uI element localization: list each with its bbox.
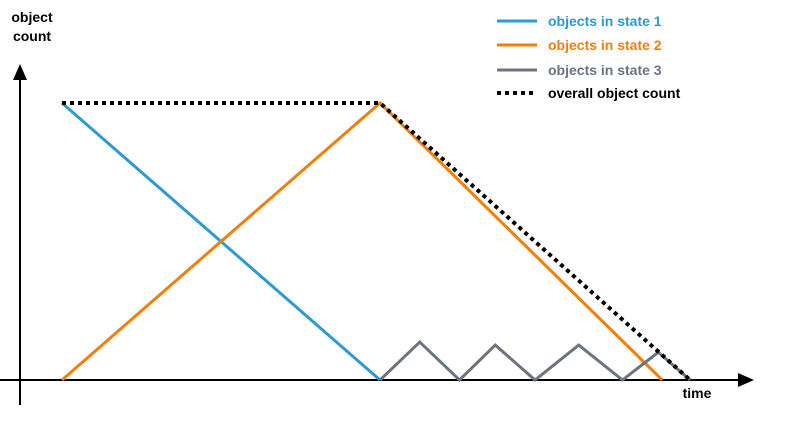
series-line-2 <box>61 100 664 382</box>
legend-label-4: overall object count <box>548 85 681 101</box>
legend: objects in state 1 objects in state 2 obje… <box>497 13 681 101</box>
legend-label-2: objects in state 2 <box>548 37 662 53</box>
series-lines <box>61 100 692 383</box>
legend-label-1: objects in state 1 <box>548 13 662 29</box>
x-axis-label: time <box>683 385 712 401</box>
axes: object count time <box>0 9 754 405</box>
series-line-3 <box>378 339 692 383</box>
y-axis-label-line1: object <box>11 9 53 25</box>
series-line-4 <box>62 101 692 382</box>
y-axis-arrow-icon <box>13 64 27 80</box>
legend-label-3: objects in state 3 <box>548 62 662 78</box>
x-axis-arrow-icon <box>738 373 754 387</box>
y-axis-label-line2: count <box>13 28 51 44</box>
